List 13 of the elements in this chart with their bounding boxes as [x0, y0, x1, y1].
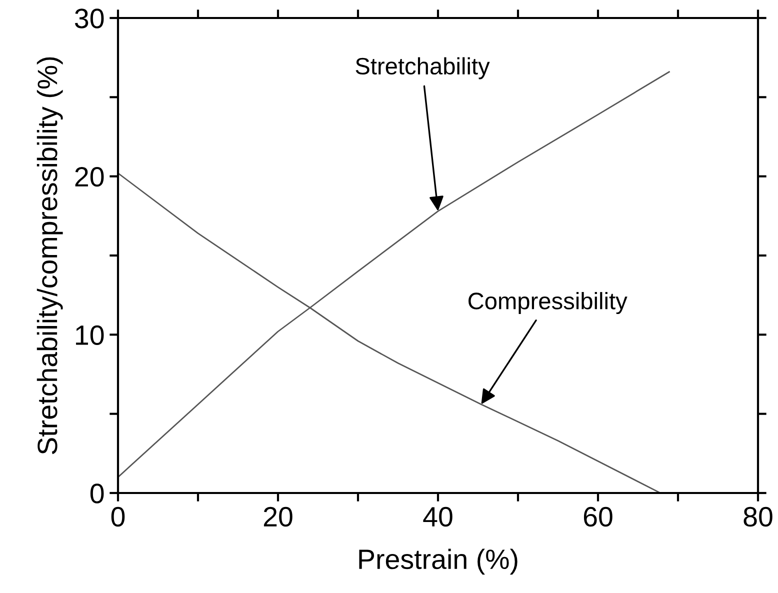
x-tick-label: 20 [264, 506, 292, 527]
annotation: Stretchability [356, 57, 490, 80]
y-tick-label: 10 [76, 325, 104, 346]
y-axis-title: Stretchability/compressibility (%) [36, 57, 63, 454]
y-tick-label: 20 [75, 167, 104, 187]
x-tick-label: 40 [423, 506, 452, 527]
x-axis-title: Prestrain (%) [359, 548, 518, 575]
annotation: Compressibility [468, 292, 628, 314]
y-tick-label: 30 [74, 8, 104, 28]
x-tick-label: 60 [584, 506, 612, 527]
x-tick-label: 80 [744, 506, 772, 527]
x-tick-label: 0 [111, 506, 125, 527]
y-tick-label: 0 [90, 484, 104, 504]
